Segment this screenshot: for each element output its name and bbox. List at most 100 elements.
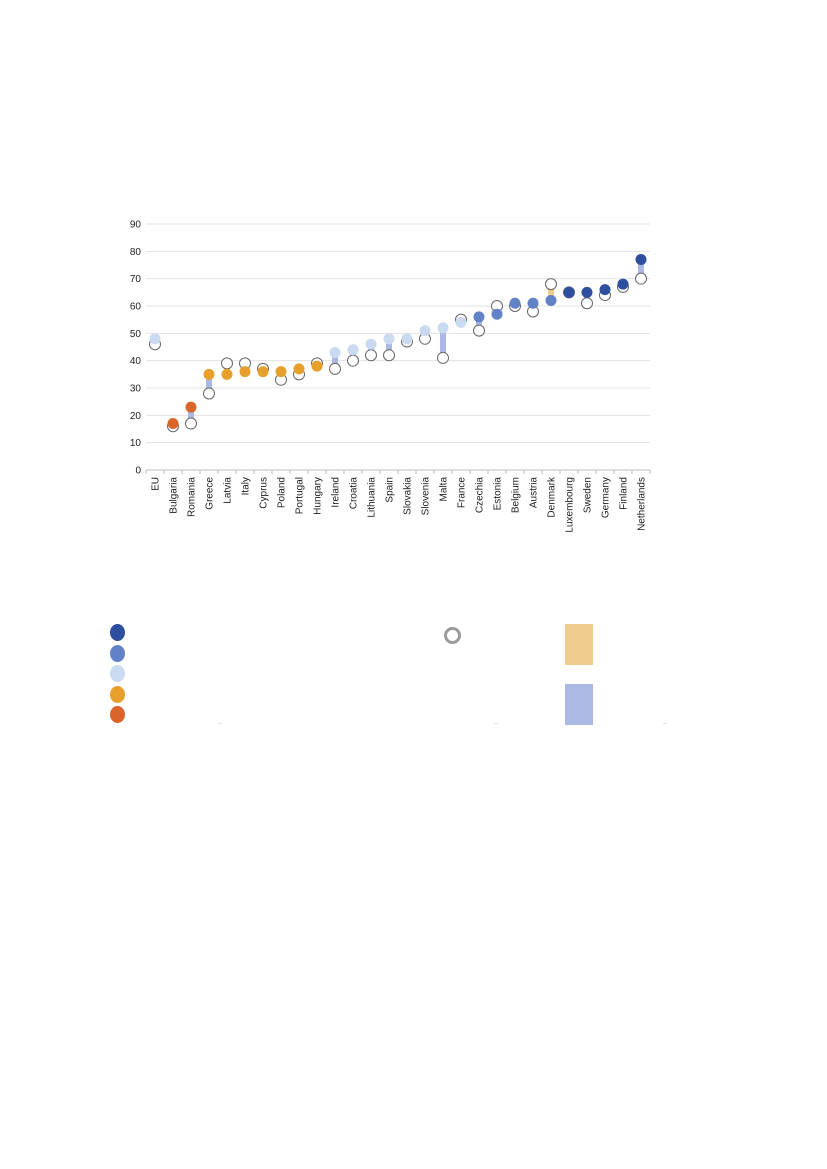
category-label: Czechia [475,477,486,514]
y-tick-label: 0 [135,466,141,477]
reference-point [437,351,449,364]
legend-dot-icon [110,665,125,682]
reference-point [185,417,197,430]
reference-point [203,387,215,400]
change-bar [638,259,644,279]
value-point [311,360,323,372]
legend-dot-icon [110,685,125,703]
legend-bar-swatch-icon [565,624,593,665]
reference-point [473,324,485,337]
category-label: Finland [619,477,630,510]
value-point [365,338,377,350]
category-label: Latvia [223,477,234,504]
category-label: France [457,477,468,509]
category-label: EU [151,477,162,491]
category-label: Sweden [583,477,594,513]
value-point [221,368,233,380]
change-bar [440,327,446,358]
gridlines [145,223,651,474]
category-label: Slovakia [403,477,414,515]
category-label: Belgium [511,477,522,513]
value-point [257,366,269,378]
y-tick-label: 60 [130,302,142,313]
value-point [527,297,539,309]
value-point [473,311,485,323]
category-label: Greece [205,477,216,510]
category-label: Luxembourg [565,477,576,533]
category-label: Malta [439,477,450,502]
value-point [509,297,521,309]
y-tick-label: 70 [130,274,142,285]
value-point [545,295,557,307]
y-axis-tick-labels: 0 10 20 30 40 50 60 70 80 90 [130,220,142,477]
category-label: Bulgaria [169,477,180,514]
value-point [329,346,341,358]
category-label: Ireland [331,477,342,508]
value-point [437,322,449,334]
category-label: Denmark [547,476,558,518]
reference-point [581,297,593,310]
reference-point [329,362,341,375]
value-point [563,286,575,298]
value-point [401,333,413,345]
legend-dot-icon [110,624,125,641]
category-label: Netherlands [637,477,648,531]
category-label: Lithuania [367,477,378,518]
reference-point [221,357,233,370]
reference-point [545,278,557,291]
value-point [383,333,395,345]
category-label: Croatia [349,477,360,510]
change-bar [188,407,194,424]
reference-point [635,272,647,285]
category-label: Austria [529,477,540,509]
y-tick-label: 40 [130,356,142,367]
legend-bar-swatch-icon [565,684,593,725]
value-point [275,366,287,378]
y-tick-label: 20 [130,411,142,422]
value-point [347,344,359,356]
change-bar [476,316,482,331]
category-label: Hungary [313,477,324,515]
y-tick-label: 50 [130,329,142,340]
legend-dot-icon [110,644,125,662]
change-bar [386,338,392,356]
value-point [455,316,467,328]
change-bars [152,259,644,427]
value-point [167,418,179,430]
category-label: Cyprus [259,477,270,509]
x-axis-category-labels: EU Bulgaria Romania Greece Latvia Italy Cyprus… [151,476,648,533]
legend-divider [663,723,667,724]
value-point [149,333,161,345]
reference-point [383,349,395,362]
legend-ring-icon [444,627,461,644]
value-point [635,254,647,266]
y-tick-label: 80 [130,247,142,258]
legend-dot-icon [110,706,125,723]
reference-point [347,354,359,367]
category-label: Estonia [493,477,504,511]
value-point [599,284,611,296]
y-tick-label: 10 [130,438,142,449]
y-tick-label: 90 [130,220,142,231]
change-bar [548,284,554,301]
legend-divider [218,723,222,724]
data-points [149,254,647,433]
value-point [239,366,251,378]
value-point [617,278,629,290]
value-point [293,363,305,375]
category-label: Spain [385,477,396,503]
change-bar [206,374,212,394]
category-label: Portugal [295,477,306,514]
value-point [581,286,593,298]
category-label: Italy [241,477,252,495]
category-label: Poland [277,477,288,508]
y-tick-label: 30 [130,384,142,395]
value-point [491,308,503,320]
value-point [203,368,215,380]
category-label: Romania [187,477,198,517]
value-point [419,325,431,337]
legend-divider [494,723,498,724]
change-bar [332,352,338,369]
value-point [185,401,197,413]
reference-point [365,349,377,362]
